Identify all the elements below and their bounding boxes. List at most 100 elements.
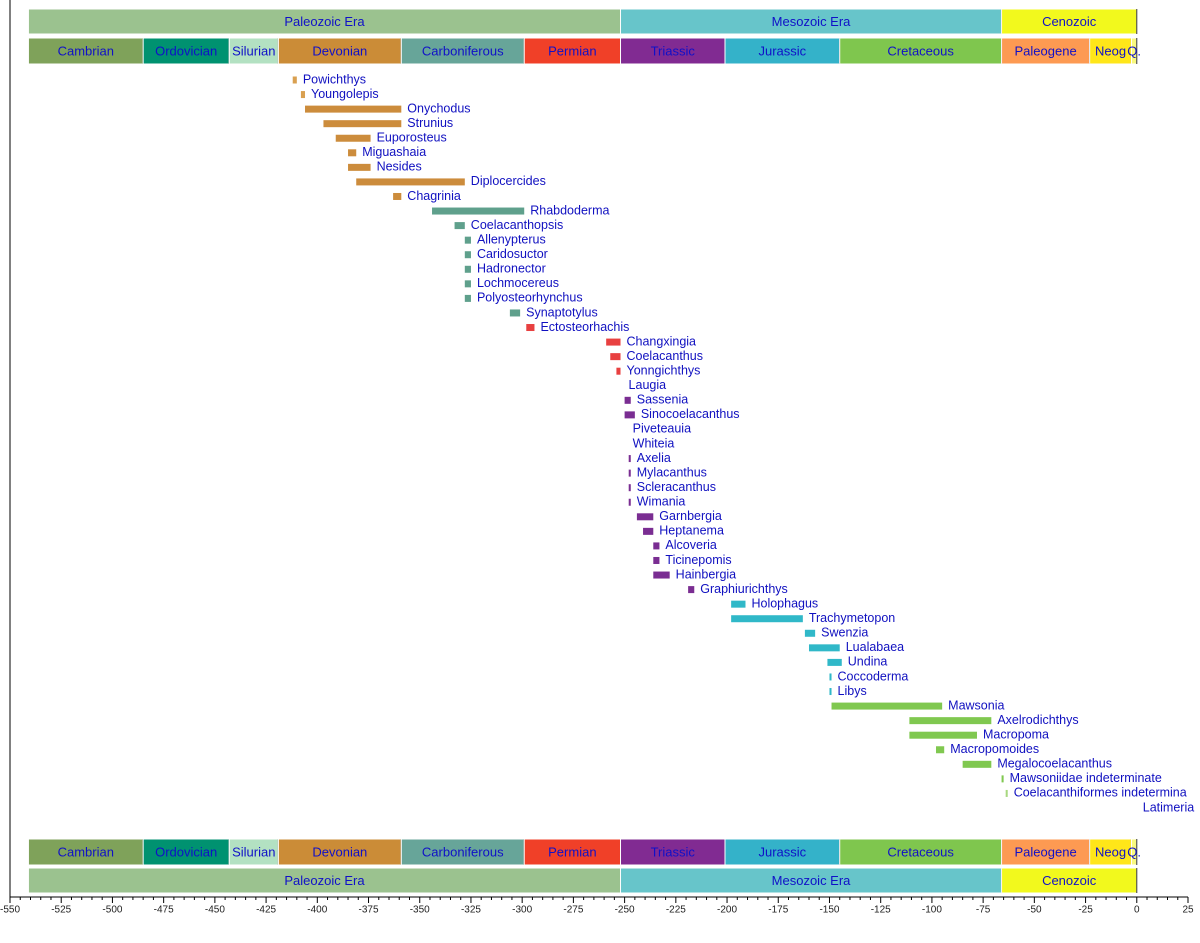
- taxon-label: Latimeria: [1143, 800, 1194, 814]
- taxon-bar: [464, 280, 471, 288]
- period-label: Triassic: [651, 43, 696, 58]
- taxon-label: Coelacanthiformes indetermina: [1014, 786, 1187, 800]
- x-tick-label: -250: [615, 905, 635, 916]
- x-tick-label: -225: [666, 905, 686, 916]
- taxon-bar: [464, 251, 471, 259]
- taxon-bar: [643, 527, 654, 535]
- era-label: Cenozoic: [1042, 14, 1097, 29]
- taxon-bar: [628, 469, 631, 477]
- x-tick-label: -475: [154, 905, 174, 916]
- taxon-label: Caridosuctor: [477, 247, 548, 261]
- taxon-bar: [348, 149, 357, 157]
- period-band: [724, 37, 841, 65]
- period-band: [27, 37, 144, 65]
- period-label: Jurassic: [759, 844, 807, 859]
- period-band: [1001, 838, 1091, 866]
- period-label: Triassic: [651, 844, 696, 859]
- period-band: [142, 37, 230, 65]
- period-label: Q.: [1127, 43, 1141, 58]
- taxon-label: Macropomoides: [950, 742, 1039, 756]
- taxon-bar: [831, 702, 943, 710]
- x-tick-label: -525: [51, 905, 71, 916]
- period-label: Jurassic: [759, 43, 807, 58]
- taxon-bar: [509, 309, 521, 317]
- x-tick-label: -325: [461, 905, 481, 916]
- taxon-label: Changxingia: [627, 334, 697, 348]
- x-tick-label: -150: [819, 905, 839, 916]
- taxon-bar: [936, 746, 945, 754]
- taxon-label: Youngolepis: [311, 87, 379, 101]
- era-band: [1001, 8, 1138, 35]
- x-tick-label: -300: [512, 905, 532, 916]
- taxon-label: Sinocoelacanthus: [641, 407, 740, 421]
- period-label: Paleogene: [1015, 844, 1077, 859]
- x-tick-label: -500: [102, 905, 122, 916]
- taxon-bar: [808, 644, 840, 652]
- taxon-label: Macropoma: [983, 727, 1049, 741]
- taxon-bar: [653, 556, 660, 564]
- taxon-label: Mawsoniidae indeterminate: [1010, 771, 1162, 785]
- x-tick-label: -375: [359, 905, 379, 916]
- taxon-label: Powichthys: [303, 72, 366, 86]
- taxon-label: Mawsonia: [948, 698, 1004, 712]
- taxon-bar: [731, 600, 746, 608]
- x-tick-label: -125: [871, 905, 891, 916]
- period-band: [277, 838, 402, 866]
- period-label: Cambrian: [58, 43, 114, 58]
- taxon-label: Miguashaia: [362, 145, 426, 159]
- taxon-label: Axelrodichthys: [997, 713, 1078, 727]
- taxon-bar: [829, 688, 832, 696]
- period-label: Permian: [548, 844, 596, 859]
- taxon-label: Euporosteus: [377, 131, 447, 145]
- period-label: Carboniferous: [422, 844, 504, 859]
- taxon-label: Trachymetopon: [809, 611, 895, 625]
- period-band: [1089, 37, 1132, 65]
- taxon-bar: [356, 178, 465, 186]
- taxon-bar: [464, 294, 471, 302]
- taxon-label: Coccoderma: [838, 669, 909, 683]
- x-tick-label: -400: [307, 905, 327, 916]
- period-band: [620, 37, 726, 65]
- period-band: [523, 37, 622, 65]
- period-label: Ordovician: [155, 43, 217, 58]
- taxon-bar: [804, 629, 816, 637]
- period-label: Carboniferous: [422, 43, 504, 58]
- taxon-bar: [829, 673, 832, 681]
- taxon-bar: [348, 163, 371, 171]
- period-label: Devonian: [312, 844, 367, 859]
- taxon-label: Heptanema: [659, 524, 724, 538]
- x-tick-label: -350: [410, 905, 430, 916]
- taxon-label: Onychodus: [407, 101, 470, 115]
- period-band: [839, 838, 1003, 866]
- taxon-label: Wimania: [637, 495, 686, 509]
- period-label: Neog: [1095, 43, 1126, 58]
- period-band: [1001, 37, 1091, 65]
- period-label: Cretaceous: [887, 43, 954, 58]
- x-tick-label: -275: [563, 905, 583, 916]
- era-label: Mesozoic Era: [772, 873, 852, 888]
- period-label: Cambrian: [58, 844, 114, 859]
- taxon-label: Whiteia: [633, 436, 675, 450]
- taxon-bar: [688, 586, 695, 594]
- x-tick-label: 25: [1182, 905, 1194, 916]
- taxon-bar: [653, 571, 670, 579]
- x-tick-label: -100: [922, 905, 942, 916]
- taxon-label: Hadronector: [477, 262, 546, 276]
- period-band: [27, 838, 144, 866]
- x-tick-label: -175: [768, 905, 788, 916]
- taxon-label: Lochmocereus: [477, 276, 559, 290]
- period-band: [400, 37, 525, 65]
- taxon-bar: [1001, 775, 1004, 783]
- era-label: Cenozoic: [1042, 873, 1097, 888]
- taxon-label: Alcoveria: [665, 538, 716, 552]
- taxon-bar: [628, 498, 631, 506]
- taxon-label: Libys: [838, 684, 867, 698]
- taxon-label: Nesides: [377, 160, 422, 174]
- taxon-label: Polyosteorhynchus: [477, 291, 583, 305]
- taxon-bar: [962, 760, 992, 768]
- taxon-label: Coelacanthus: [627, 349, 703, 363]
- taxon-bar: [628, 484, 631, 492]
- taxon-bar: [454, 222, 465, 230]
- era-band: [27, 867, 622, 894]
- era-label: Mesozoic Era: [772, 14, 852, 29]
